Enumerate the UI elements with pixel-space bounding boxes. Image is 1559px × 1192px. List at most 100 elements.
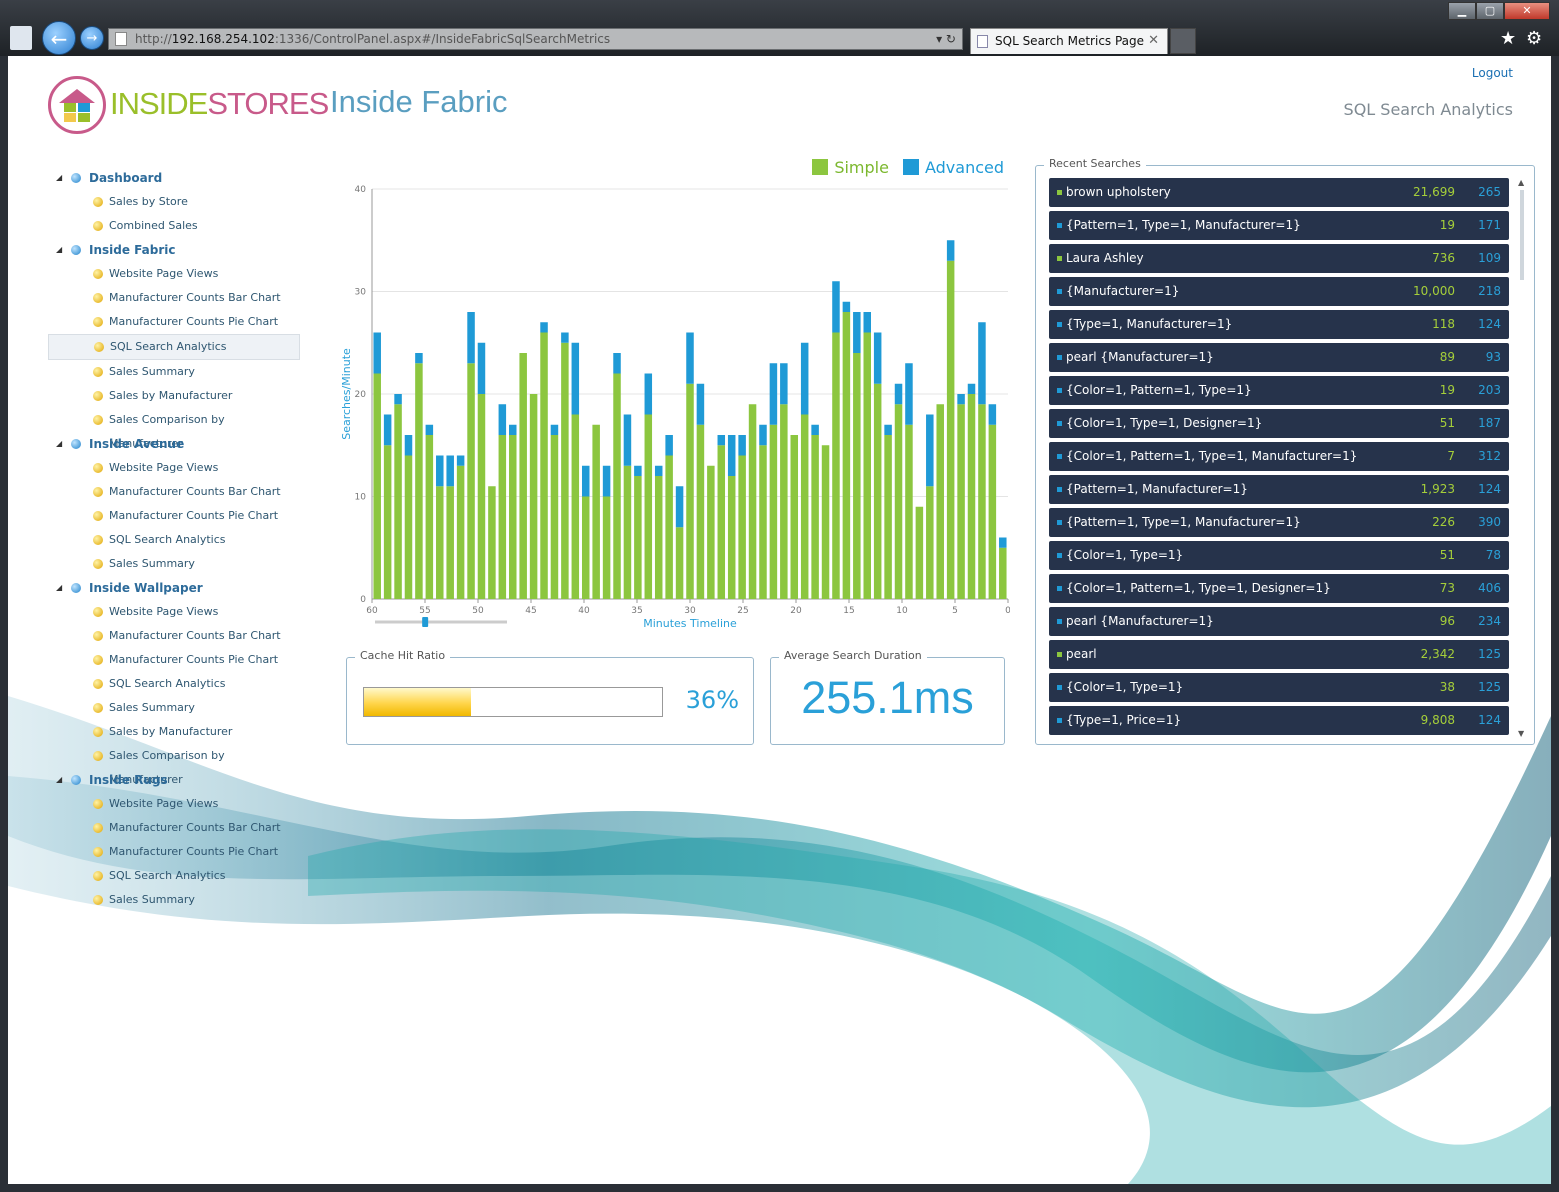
sidebar-item-label: Manufacturer Counts Bar Chart bbox=[109, 821, 281, 834]
sidebar-item-sales-by-manufacturer[interactable]: Sales by Manufacturer bbox=[48, 384, 300, 408]
favorites-star-icon[interactable]: ★ bbox=[1500, 28, 1517, 49]
maximize-button[interactable]: ▢ bbox=[1476, 2, 1504, 20]
cache-hit-ratio-title: Cache Hit Ratio bbox=[355, 649, 451, 662]
sidebar-group-inside-rugs[interactable]: ◢ Inside Rugs bbox=[48, 768, 300, 792]
sidebar-item-website-page-views[interactable]: Website Page Views bbox=[48, 262, 300, 286]
timeline-slider-thumb[interactable] bbox=[422, 617, 429, 627]
close-window-button[interactable]: ✕ bbox=[1504, 2, 1550, 20]
sidebar-item-sql-search-analytics[interactable]: SQL Search Analytics bbox=[48, 334, 300, 360]
expand-arrow-icon[interactable]: ◢ bbox=[56, 245, 63, 254]
sidebar-item-manufacturer-counts-pie-chart[interactable]: Manufacturer Counts Pie Chart bbox=[48, 648, 300, 672]
legend-item-advanced[interactable]: Advanced bbox=[902, 158, 1004, 177]
recent-search-row[interactable]: brown upholstery 21,699 265 bbox=[1049, 178, 1509, 207]
new-tab-button[interactable] bbox=[1170, 28, 1196, 54]
sidebar-item-sales-by-store[interactable]: Sales by Store bbox=[48, 190, 300, 214]
sidebar-item-manufacturer-counts-pie-chart[interactable]: Manufacturer Counts Pie Chart bbox=[48, 840, 300, 864]
recent-search-row[interactable]: {Color=1, Type=1} 51 78 bbox=[1049, 541, 1509, 570]
sidebar-item-sql-search-analytics[interactable]: SQL Search Analytics bbox=[48, 864, 300, 888]
recent-search-row[interactable]: {Color=1, Pattern=1, Type=1, Designer=1}… bbox=[1049, 574, 1509, 603]
legend-item-simple[interactable]: Simple bbox=[812, 158, 889, 177]
address-bar[interactable]: http://192.168.254.102:1336/ControlPanel… bbox=[108, 28, 963, 50]
sidebar-item-manufacturer-counts-bar-chart[interactable]: Manufacturer Counts Bar Chart bbox=[48, 816, 300, 840]
scroll-down-icon[interactable]: ▼ bbox=[1518, 729, 1525, 738]
recent-search-row[interactable]: pearl {Manufacturer=1} 96 234 bbox=[1049, 607, 1509, 636]
sidebar-item-sales-summary[interactable]: Sales Summary bbox=[48, 360, 300, 384]
sidebar-item-manufacturer-counts-pie-chart[interactable]: Manufacturer Counts Pie Chart bbox=[48, 310, 300, 334]
recent-searches-scrollbar[interactable]: ▲ ▼ bbox=[1518, 178, 1526, 738]
recent-search-row[interactable]: Laura Ashley 736 109 bbox=[1049, 244, 1509, 273]
logout-link[interactable]: Logout bbox=[1471, 66, 1513, 80]
search-duration: 187 bbox=[1478, 416, 1501, 430]
sidebar-item-manufacturer-counts-bar-chart[interactable]: Manufacturer Counts Bar Chart bbox=[48, 286, 300, 310]
recent-search-row[interactable]: {Color=1, Type=1} 38 125 bbox=[1049, 673, 1509, 702]
forward-arrow-icon: → bbox=[86, 31, 98, 46]
sidebar-group-dashboard[interactable]: ◢ Dashboard bbox=[48, 166, 300, 190]
item-bullet-icon bbox=[93, 293, 103, 303]
sidebar-group-inside-fabric[interactable]: ◢ Inside Fabric bbox=[48, 238, 300, 262]
sidebar-item-website-page-views[interactable]: Website Page Views bbox=[48, 456, 300, 480]
sidebar-group-inside-avenue[interactable]: ◢ Inside Avenue bbox=[48, 432, 300, 456]
recent-search-row[interactable]: {Pattern=1, Type=1, Manufacturer=1} 19 171 bbox=[1049, 211, 1509, 240]
recent-search-row[interactable]: pearl 2,342 125 bbox=[1049, 640, 1509, 669]
recent-search-row[interactable]: {Pattern=1, Type=1, Manufacturer=1} 226 39… bbox=[1049, 508, 1509, 537]
search-term: {Pattern=1, Manufacturer=1} bbox=[1066, 482, 1248, 496]
expand-arrow-icon[interactable]: ◢ bbox=[56, 439, 63, 448]
minimize-button[interactable]: ▁ bbox=[1448, 2, 1476, 20]
sidebar-group-label: Inside Fabric bbox=[89, 243, 176, 257]
recent-search-row[interactable]: pearl {Manufacturer=1} 89 93 bbox=[1049, 343, 1509, 372]
sidebar-item-manufacturer-counts-bar-chart[interactable]: Manufacturer Counts Bar Chart bbox=[48, 480, 300, 504]
scroll-thumb[interactable] bbox=[1520, 190, 1524, 280]
x-tick-label: 35 bbox=[631, 606, 642, 616]
recent-search-row[interactable]: {Color=1, Type=1, Designer=1} 51 187 bbox=[1049, 409, 1509, 438]
tab-close-icon[interactable]: ✕ bbox=[1148, 33, 1159, 48]
search-kind-icon bbox=[1057, 652, 1062, 657]
refresh-icon[interactable]: ▾ ↻ bbox=[936, 32, 956, 46]
bar-advanced bbox=[967, 383, 976, 394]
browser-tab[interactable]: SQL Search Metrics Page ✕ bbox=[970, 28, 1168, 54]
sidebar-item-website-page-views[interactable]: Website Page Views bbox=[48, 792, 300, 816]
recent-search-row[interactable]: {Color=1, Pattern=1, Type=1, Manufacture… bbox=[1049, 442, 1509, 471]
item-bullet-icon bbox=[93, 221, 103, 231]
expand-arrow-icon[interactable]: ◢ bbox=[56, 775, 63, 784]
sidebar-item-manufacturer-counts-pie-chart[interactable]: Manufacturer Counts Pie Chart bbox=[48, 504, 300, 528]
result-count: 21,699 bbox=[1413, 185, 1455, 199]
bar-advanced bbox=[999, 537, 1007, 548]
y-tick-label: 40 bbox=[355, 185, 367, 195]
sidebar-item-sales-comparison-by-manufacturer[interactable]: Sales Comparison by Manufacturer bbox=[48, 408, 300, 450]
expand-arrow-icon[interactable]: ◢ bbox=[56, 173, 63, 182]
sidebar-item-sales-by-manufacturer[interactable]: Sales by Manufacturer bbox=[48, 720, 300, 744]
bar-advanced bbox=[686, 332, 694, 384]
expand-arrow-icon[interactable]: ◢ bbox=[56, 583, 63, 592]
settings-gear-icon[interactable]: ⚙ bbox=[1526, 28, 1543, 49]
recent-searches-title: Recent Searches bbox=[1044, 157, 1146, 170]
recent-search-row[interactable]: {Pattern=1, Manufacturer=1} 1,923 124 bbox=[1049, 475, 1509, 504]
sidebar-group-inside-wallpaper[interactable]: ◢ Inside Wallpaper bbox=[48, 576, 300, 600]
scroll-up-icon[interactable]: ▲ bbox=[1518, 178, 1525, 187]
forward-button[interactable]: → bbox=[80, 26, 104, 50]
sidebar-item-sales-comparison-by-manufacturer[interactable]: Sales Comparison by Manufacturer bbox=[48, 744, 300, 786]
sidebar-item-combined-sales[interactable]: Combined Sales bbox=[48, 214, 300, 238]
sidebar-item-sales-summary[interactable]: Sales Summary bbox=[48, 888, 300, 912]
recent-search-row[interactable]: {Color=1, Pattern=1, Type=1} 19 203 bbox=[1049, 376, 1509, 405]
item-bullet-icon bbox=[93, 535, 103, 545]
recent-search-row[interactable]: {Manufacturer=1} 10,000 218 bbox=[1049, 277, 1509, 306]
insidestores-logo[interactable]: INSIDESTORES bbox=[48, 76, 329, 138]
sidebar-item-website-page-views[interactable]: Website Page Views bbox=[48, 600, 300, 624]
sidebar-item-sql-search-analytics[interactable]: SQL Search Analytics bbox=[48, 528, 300, 552]
back-button[interactable]: ← bbox=[42, 21, 76, 55]
recent-search-row[interactable]: {Type=1, Manufacturer=1} 118 124 bbox=[1049, 310, 1509, 339]
recent-search-row[interactable]: {Type=1, Price=1} 9,808 124 bbox=[1049, 706, 1509, 735]
bar-simple bbox=[415, 363, 423, 599]
sidebar-item-sales-summary[interactable]: Sales Summary bbox=[48, 696, 300, 720]
bar-advanced bbox=[654, 465, 663, 476]
bar-advanced bbox=[800, 342, 809, 415]
average-duration-title: Average Search Duration bbox=[779, 649, 927, 662]
sidebar-item-manufacturer-counts-bar-chart[interactable]: Manufacturer Counts Bar Chart bbox=[48, 624, 300, 648]
sidebar-item-sales-summary[interactable]: Sales Summary bbox=[48, 552, 300, 576]
sidebar-item-sql-search-analytics[interactable]: SQL Search Analytics bbox=[48, 672, 300, 696]
search-term: {Color=1, Type=1} bbox=[1066, 680, 1184, 694]
sidebar-item-label: Manufacturer Counts Bar Chart bbox=[109, 485, 281, 498]
bar-simple bbox=[884, 435, 892, 599]
back-arrow-icon: ← bbox=[50, 27, 68, 51]
search-kind-icon bbox=[1057, 388, 1062, 393]
